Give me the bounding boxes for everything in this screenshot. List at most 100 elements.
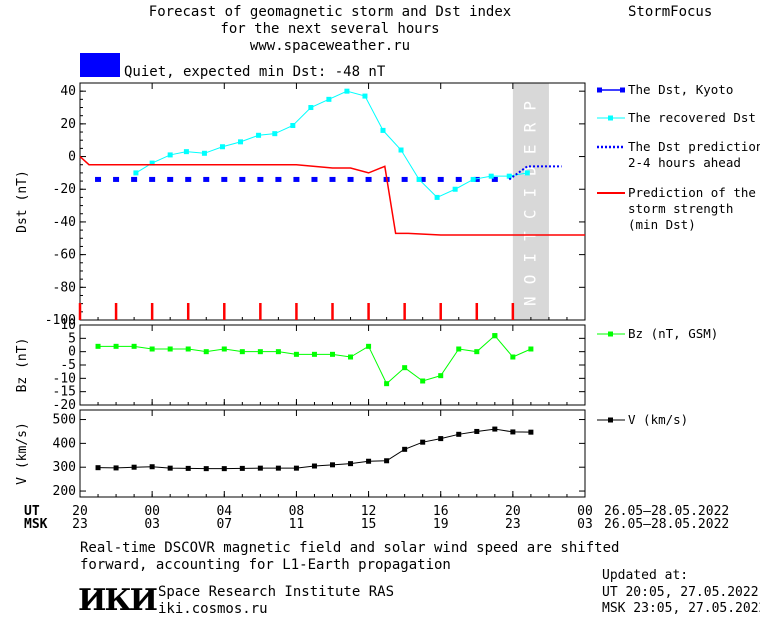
speed-point bbox=[167, 465, 173, 471]
msk-tick-label: 03 bbox=[144, 517, 160, 532]
speed-point bbox=[492, 426, 498, 432]
legend-dst-kyoto-swatch-marker bbox=[597, 87, 602, 93]
bz-point bbox=[167, 346, 173, 352]
bz-point bbox=[221, 346, 227, 352]
dst-kyoto-point bbox=[491, 176, 498, 182]
ut-tick-label: 00 bbox=[577, 504, 593, 519]
bz-point bbox=[185, 346, 191, 352]
panel-frame bbox=[79, 324, 586, 406]
speed-point bbox=[149, 464, 155, 470]
ut-tick-label: 00 bbox=[144, 504, 160, 519]
dst-kyoto-point bbox=[293, 176, 300, 182]
bz-point bbox=[402, 365, 408, 371]
speed-line bbox=[98, 428, 531, 470]
bz-point bbox=[203, 349, 209, 355]
bz-point bbox=[366, 343, 372, 349]
prediction-letter: P bbox=[520, 101, 539, 111]
y-tick-label: 20 bbox=[60, 117, 76, 132]
speed-point bbox=[456, 431, 462, 437]
recovered-dst-point bbox=[308, 105, 314, 111]
bz-point bbox=[528, 346, 534, 352]
bz-point bbox=[131, 343, 137, 349]
bz-point bbox=[510, 354, 516, 360]
legend-dst-prediction-text: 2-4 hours ahead bbox=[628, 155, 741, 170]
site-url[interactable]: www.spaceweather.ru bbox=[249, 38, 411, 54]
bz-point bbox=[149, 346, 155, 352]
dst-kyoto-point bbox=[239, 176, 246, 182]
y-tick-label: 300 bbox=[53, 460, 76, 475]
recovered-dst-point bbox=[398, 147, 404, 153]
ut-tick-label: 08 bbox=[289, 504, 305, 519]
institute-name: Space Research Institute RAS bbox=[158, 584, 395, 600]
msk-tick-label: 23 bbox=[505, 517, 521, 532]
recovered-dst-point bbox=[380, 127, 386, 133]
speed-point bbox=[474, 428, 480, 434]
legend-bz-text: Bz (nT, GSM) bbox=[628, 326, 718, 341]
speed-point bbox=[203, 466, 209, 472]
recovered-dst-point bbox=[416, 176, 422, 182]
bz-point bbox=[474, 349, 480, 355]
recovered-dst-point bbox=[434, 194, 440, 200]
legend-storm-strength-text: storm strength bbox=[628, 201, 733, 216]
updated-label: Updated at: bbox=[602, 568, 689, 583]
bz-point bbox=[113, 343, 119, 349]
bz-point bbox=[275, 349, 281, 355]
bz-point bbox=[239, 349, 245, 355]
speed-point bbox=[438, 436, 444, 442]
status-color-swatch bbox=[80, 53, 120, 77]
msk-tick-label: 23 bbox=[72, 517, 88, 532]
y-tick-label: 0 bbox=[68, 345, 76, 360]
y-tick-label: 500 bbox=[53, 413, 76, 428]
recovered-dst-point bbox=[183, 149, 189, 155]
prediction-band bbox=[512, 83, 549, 320]
y-axis-label: V (km/s) bbox=[15, 422, 30, 485]
dst-kyoto-point bbox=[185, 176, 192, 182]
legend-speed-swatch-marker bbox=[608, 417, 613, 423]
bz-point bbox=[293, 351, 299, 357]
bz-point bbox=[311, 351, 317, 357]
recovered-dst-point bbox=[524, 170, 530, 176]
dst-kyoto-point bbox=[131, 176, 138, 182]
speed-point bbox=[293, 465, 299, 471]
recovered-dst-point bbox=[149, 160, 155, 166]
msk-tick-label: 03 bbox=[577, 517, 593, 532]
dst-kyoto-point bbox=[401, 176, 408, 182]
recovered-dst-point bbox=[219, 144, 225, 150]
chart-title-line1: Forecast of geomagnetic storm and Dst in… bbox=[148, 4, 512, 20]
institute-site[interactable]: iki.cosmos.ru bbox=[158, 601, 268, 617]
speed-point bbox=[113, 465, 119, 471]
footer-note-line1: Real-time DSCOVR magnetic field and sola… bbox=[80, 540, 620, 556]
prediction-letter: C bbox=[520, 210, 539, 220]
bz-point bbox=[492, 333, 498, 339]
legend-storm-strength-text: Prediction of the bbox=[628, 185, 756, 200]
speed-point bbox=[348, 461, 354, 467]
legend-bz-swatch-marker bbox=[608, 331, 613, 337]
prediction-letter: R bbox=[520, 122, 539, 132]
dst-kyoto-point bbox=[311, 176, 318, 182]
bz-point bbox=[257, 349, 263, 355]
recovered-dst-point bbox=[506, 173, 512, 179]
y-axis-label: Bz (nT) bbox=[15, 338, 30, 393]
recovered-dst-point bbox=[201, 150, 207, 156]
y-axis-label: Dst (nT) bbox=[15, 170, 30, 233]
bz-line bbox=[98, 335, 496, 385]
speed-point bbox=[275, 465, 281, 471]
y-tick-label: -40 bbox=[53, 215, 76, 230]
speed-point bbox=[510, 429, 516, 435]
recovered-dst-point bbox=[290, 122, 296, 128]
speed-point bbox=[95, 465, 101, 471]
speed-point bbox=[311, 463, 317, 469]
bz-point bbox=[456, 346, 462, 352]
bz-point bbox=[348, 354, 354, 360]
recovered-dst-point bbox=[362, 93, 368, 99]
recovered-dst-point bbox=[326, 96, 332, 102]
y-tick-label: -20 bbox=[53, 398, 76, 413]
y-tick-label: -80 bbox=[53, 280, 76, 295]
bz-point bbox=[384, 381, 390, 387]
y-tick-label: 0 bbox=[68, 150, 76, 165]
bz-point bbox=[438, 373, 444, 379]
msk-date-range: 26.05–28.05.2022 bbox=[604, 517, 729, 532]
msk-tick-label: 07 bbox=[216, 517, 232, 532]
prediction-letter: I bbox=[520, 188, 539, 198]
